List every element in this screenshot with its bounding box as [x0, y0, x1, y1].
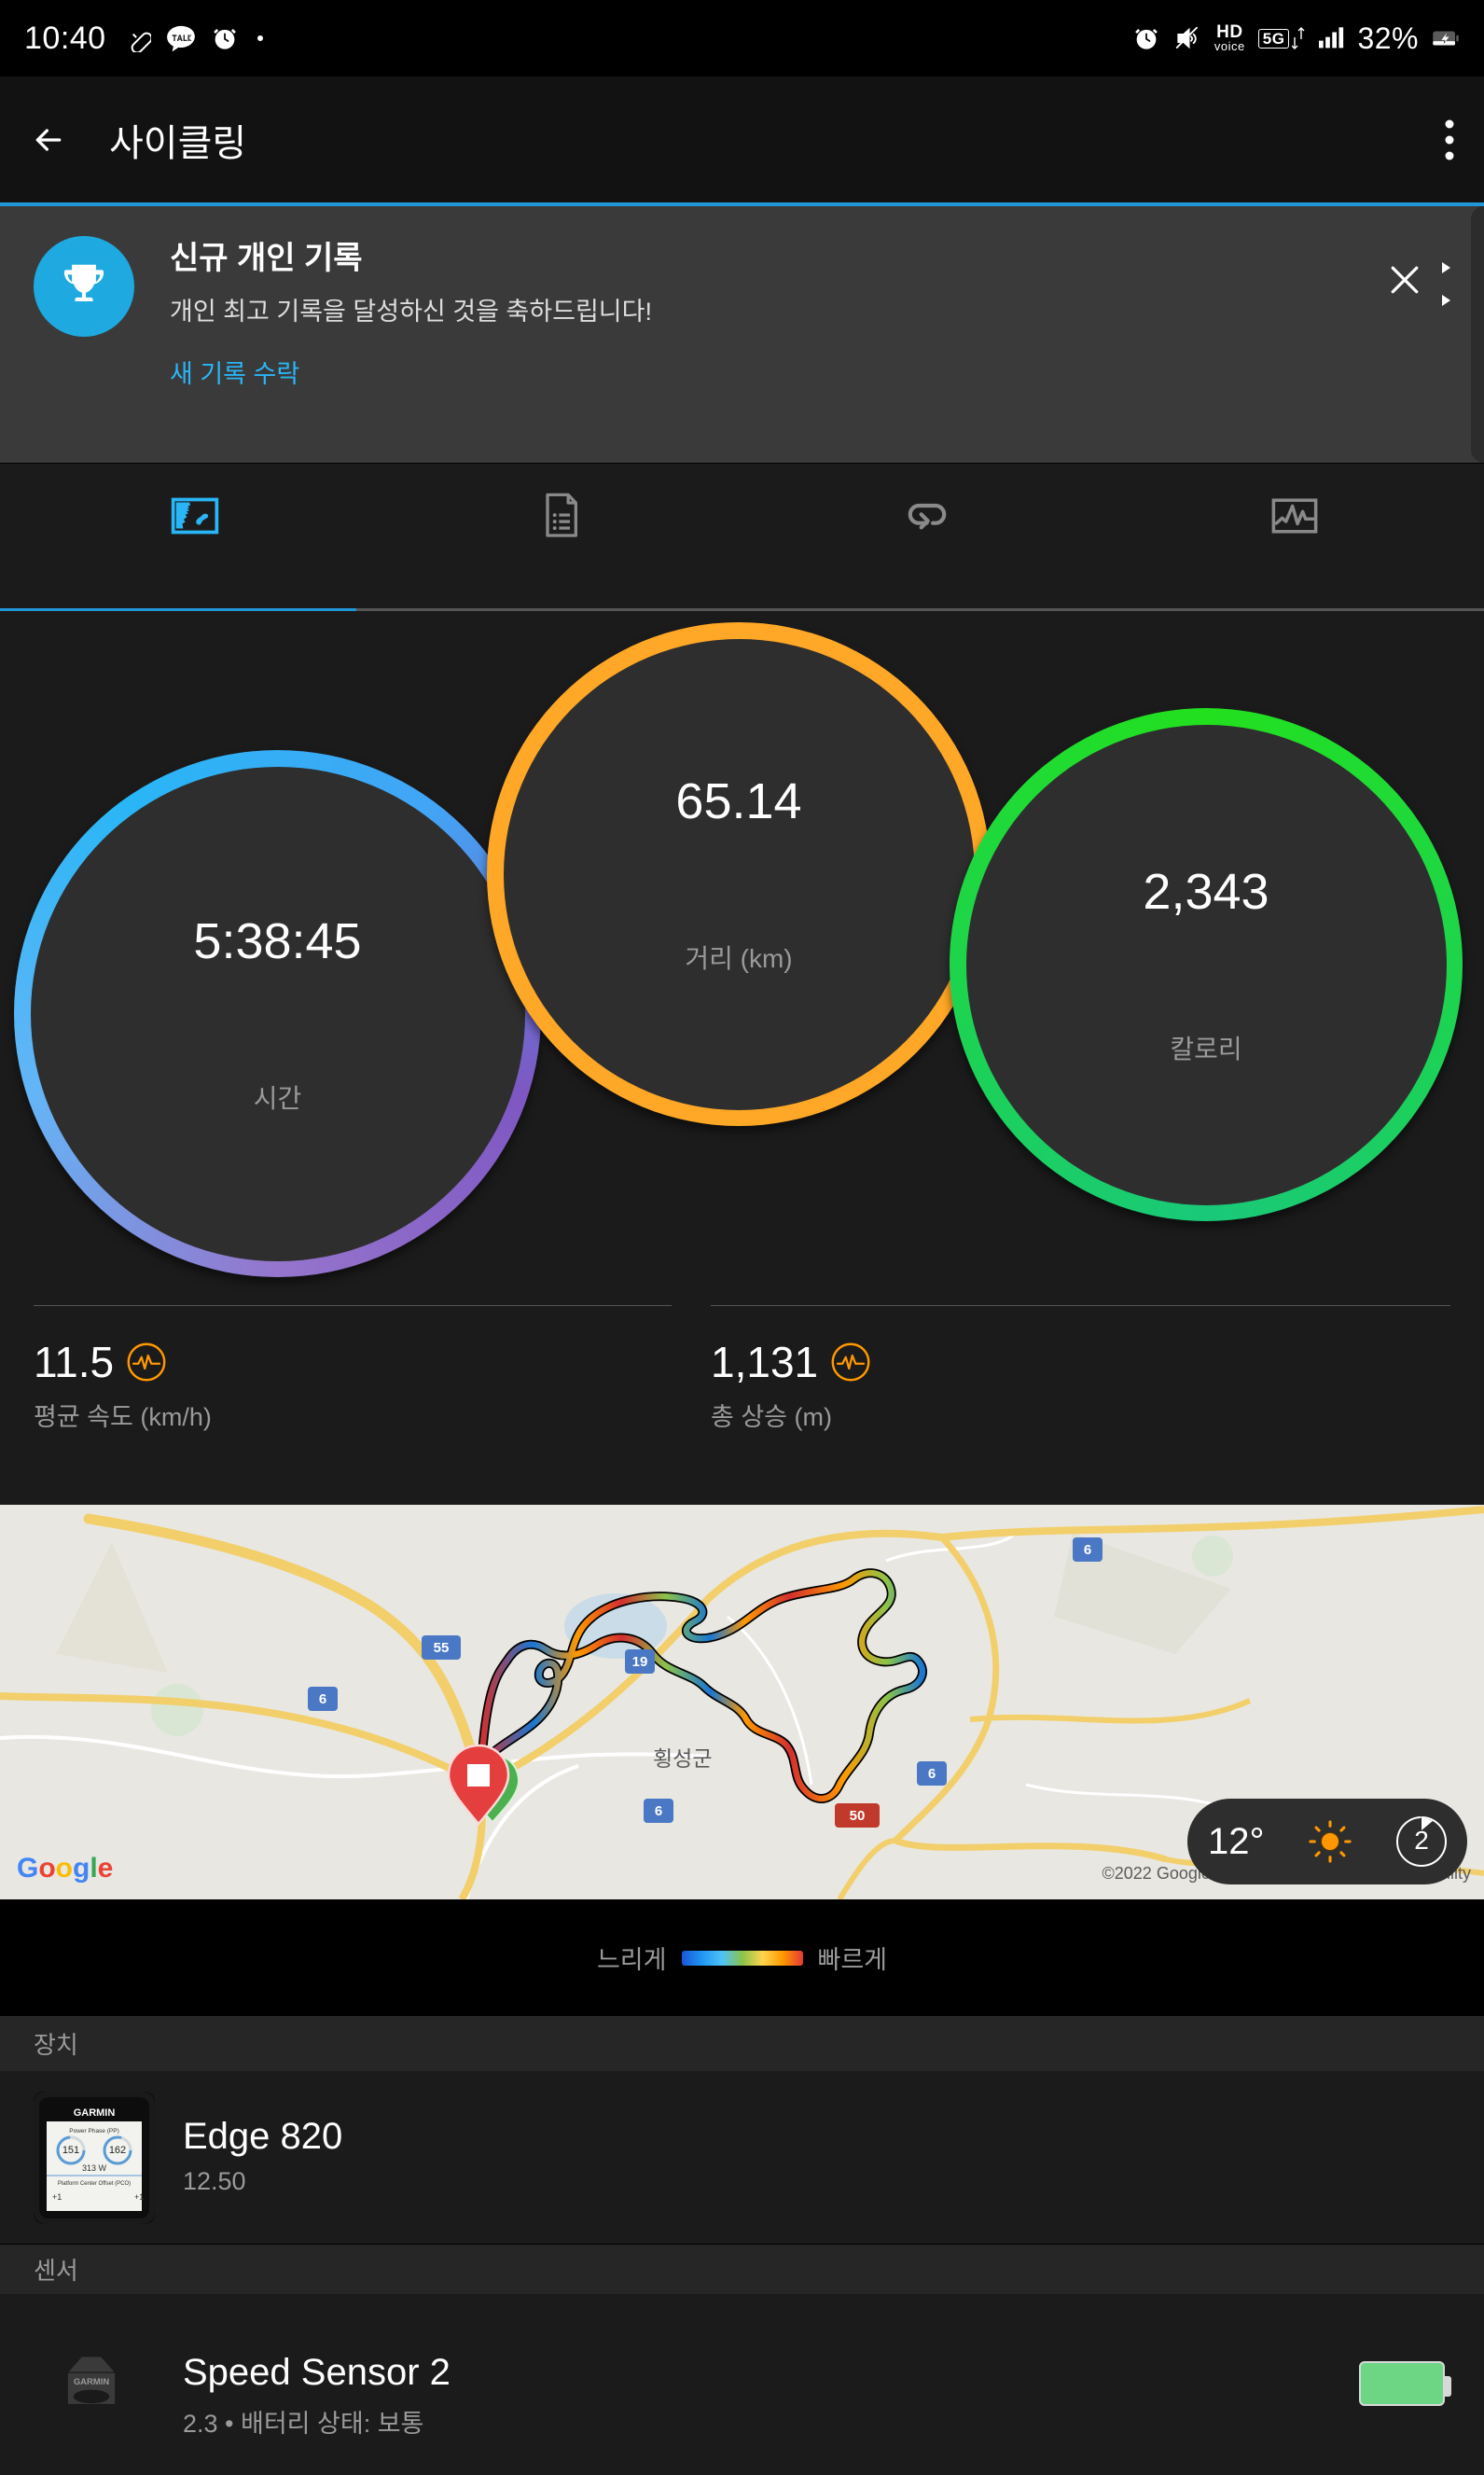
svg-text:+1: +1 — [52, 2192, 62, 2202]
svg-text:GARMIN: GARMIN — [74, 2377, 110, 2387]
svg-text:+1: +1 — [134, 2192, 144, 2202]
svg-text:55: 55 — [434, 1640, 450, 1656]
svg-text:6: 6 — [655, 1803, 662, 1819]
svg-text:6: 6 — [928, 1766, 936, 1782]
svg-text:50: 50 — [850, 1808, 866, 1824]
svg-text:151: 151 — [62, 2145, 79, 2156]
svg-text:6: 6 — [319, 1691, 326, 1707]
svg-text:6: 6 — [1084, 1542, 1091, 1558]
svg-text:횡성군: 횡성군 — [653, 1746, 712, 1771]
svg-text:Power Phase (PP): Power Phase (PP) — [69, 2128, 118, 2134]
svg-text:19: 19 — [632, 1654, 648, 1670]
svg-text:Platform Center Offset (PCO): Platform Center Offset (PCO) — [58, 2181, 131, 2187]
svg-text:162: 162 — [109, 2145, 126, 2156]
svg-text:313 W: 313 W — [82, 2163, 107, 2173]
svg-text:GARMIN: GARMIN — [74, 2107, 116, 2119]
